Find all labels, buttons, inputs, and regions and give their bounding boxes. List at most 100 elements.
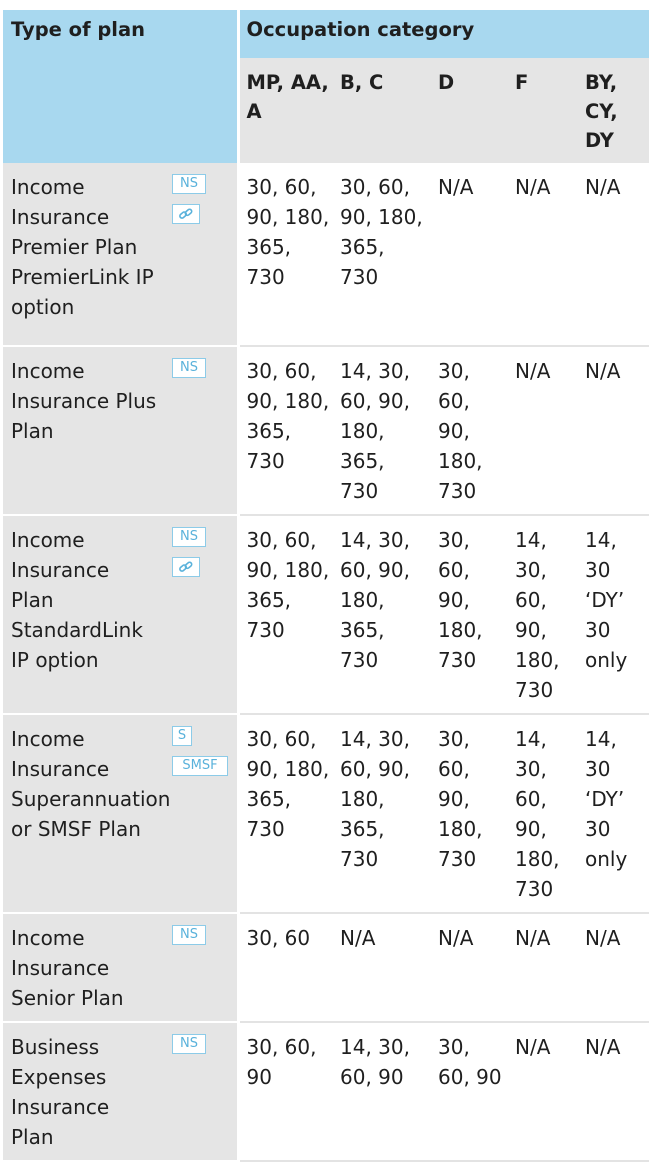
value-line: N/A [515,175,551,199]
plan-name-line: Superannuation [11,787,171,811]
value-line: 14, [585,727,617,751]
value-line: 30, [438,528,470,552]
plan-name-line: Insurance Plus [11,389,157,413]
value-line: 365, [246,588,292,612]
value-line: N/A [438,926,474,950]
value-line: 180, [340,787,385,811]
link-icon [172,204,200,224]
value-cell-by-cy-dy: 14, 30 ‘DY’ 30 only [578,515,650,715]
value-line: only [585,648,628,672]
column-header-d: D [431,58,508,163]
value-line: 180, [340,419,385,443]
plan-name-line: Insurance [11,1095,110,1119]
plan-badges: NS [172,174,232,234]
value-line: 30, 60, [246,175,317,199]
column-header-line: A [246,100,262,123]
value-line: 90, 180, [246,558,330,582]
value-line: 30, 60, [246,1035,317,1059]
value-line: N/A [585,926,621,950]
value-line: 730 [438,847,477,871]
value-line: N/A [585,1035,621,1059]
value-line: 30 [585,757,611,781]
value-line: 60, 90, [340,389,410,413]
plan-badges: S SMSF [172,726,232,786]
value-line: 90, 180, [246,757,330,781]
value-line: 90 [246,1065,272,1089]
plan-name-line: Insurance [11,956,110,980]
value-line: 730 [515,678,554,702]
value-line: 90, 180, [246,205,330,229]
value-line: 60, [438,389,470,413]
value-cell-by-cy-dy: N/A [578,1022,650,1162]
header-type-of-plan: Type of plan [3,10,240,163]
value-line: 365, [340,449,385,473]
value-line: 730 [438,648,477,672]
value-cell-d: 30, 60, 90 [431,1022,508,1162]
value-line: 14, [585,528,617,552]
plan-name-line: option [11,295,75,319]
value-line: 90, [515,817,547,841]
column-header-line: B, C [340,71,384,94]
value-cell-b-c: 14, 30, 60, 90, 180, 365, 730 [333,714,431,914]
column-header-line: D [438,71,455,94]
plan-name-line: Plan [11,588,54,612]
value-cell-f: N/A [508,163,578,347]
value-line: ‘DY’ [585,787,625,811]
value-line: 365, [340,618,385,642]
value-line: 730 [340,479,379,503]
plan-badges: NS [172,358,232,388]
value-line: 30 [585,558,611,582]
value-line: 30, [515,757,547,781]
value-line: 730 [340,847,379,871]
plan-name-line: Insurance [11,558,110,582]
value-cell-b-c: 14, 30, 60, 90, 180, 365, 730 [333,346,431,516]
value-line: 30 [585,817,611,841]
column-header-b-c: B, C [333,58,431,163]
value-cell-by-cy-dy: N/A [578,163,650,347]
value-cell-mp-aa-a: 30, 60 [238,913,333,1023]
ns-badge-icon: NS [172,358,206,378]
value-line: 730 [438,479,477,503]
table-row: Income Insurance Premier Plan PremierLink I… [3,163,650,347]
plan-name: Income Insurance Plus Plan [11,356,161,446]
table-row: Business Expenses Insurance Plan NS 30, 60, 90… [3,1022,650,1162]
plan-name-line: Insurance [11,205,110,229]
value-cell-mp-aa-a: 30, 60, 90 [238,1022,333,1162]
value-cell-d: 30, 60, 90, 180, 730 [431,515,508,715]
ns-badge-icon: NS [172,527,206,547]
plan-cell: Income Insurance Plan StandardLink IP option… [3,515,240,715]
ns-badge-icon: NS [172,925,206,945]
value-line: 730 [340,265,379,289]
s-badge-icon: S [172,726,192,746]
smsf-badge-icon: SMSF [172,756,228,776]
value-line: 30 [585,618,611,642]
plan-badges: NS [172,527,232,587]
plan-name: Income Insurance Premier Plan PremierLink I… [11,172,161,322]
value-line: 90, [438,588,470,612]
value-line: 60, 90 [438,1065,502,1089]
value-line: 730 [246,449,285,473]
plan-name-line: Income [11,727,85,751]
plan-name-line: IP option [11,648,99,672]
value-line: 730 [246,618,285,642]
value-cell-by-cy-dy: 14, 30 ‘DY’ 30 only [578,714,650,914]
plan-name-line: or SMSF Plan [11,817,141,841]
value-line: 14, 30, [340,528,410,552]
value-line: 365, [246,235,292,259]
value-line: 180, [438,817,483,841]
value-line: 90, 180, [246,389,330,413]
value-cell-mp-aa-a: 30, 60, 90, 180, 365, 730 [238,346,333,516]
plan-name-line: Expenses [11,1065,107,1089]
plan-name: Income Insurance Plan StandardLink IP option [11,525,161,675]
value-line: 14, 30, [340,1035,410,1059]
value-line: 14, [515,727,547,751]
value-line: 60, [438,757,470,781]
value-cell-mp-aa-a: 30, 60, 90, 180, 365, 730 [238,714,333,914]
table-row: Income Insurance Superannuation or SMSF Pla… [3,714,650,914]
value-line: 14, [515,528,547,552]
value-cell-b-c: N/A [333,913,431,1023]
plan-name-line: Income [11,175,85,199]
plan-name: Income Insurance Senior Plan [11,923,161,1013]
plan-name-line: Plan [11,419,54,443]
value-line: 730 [340,648,379,672]
